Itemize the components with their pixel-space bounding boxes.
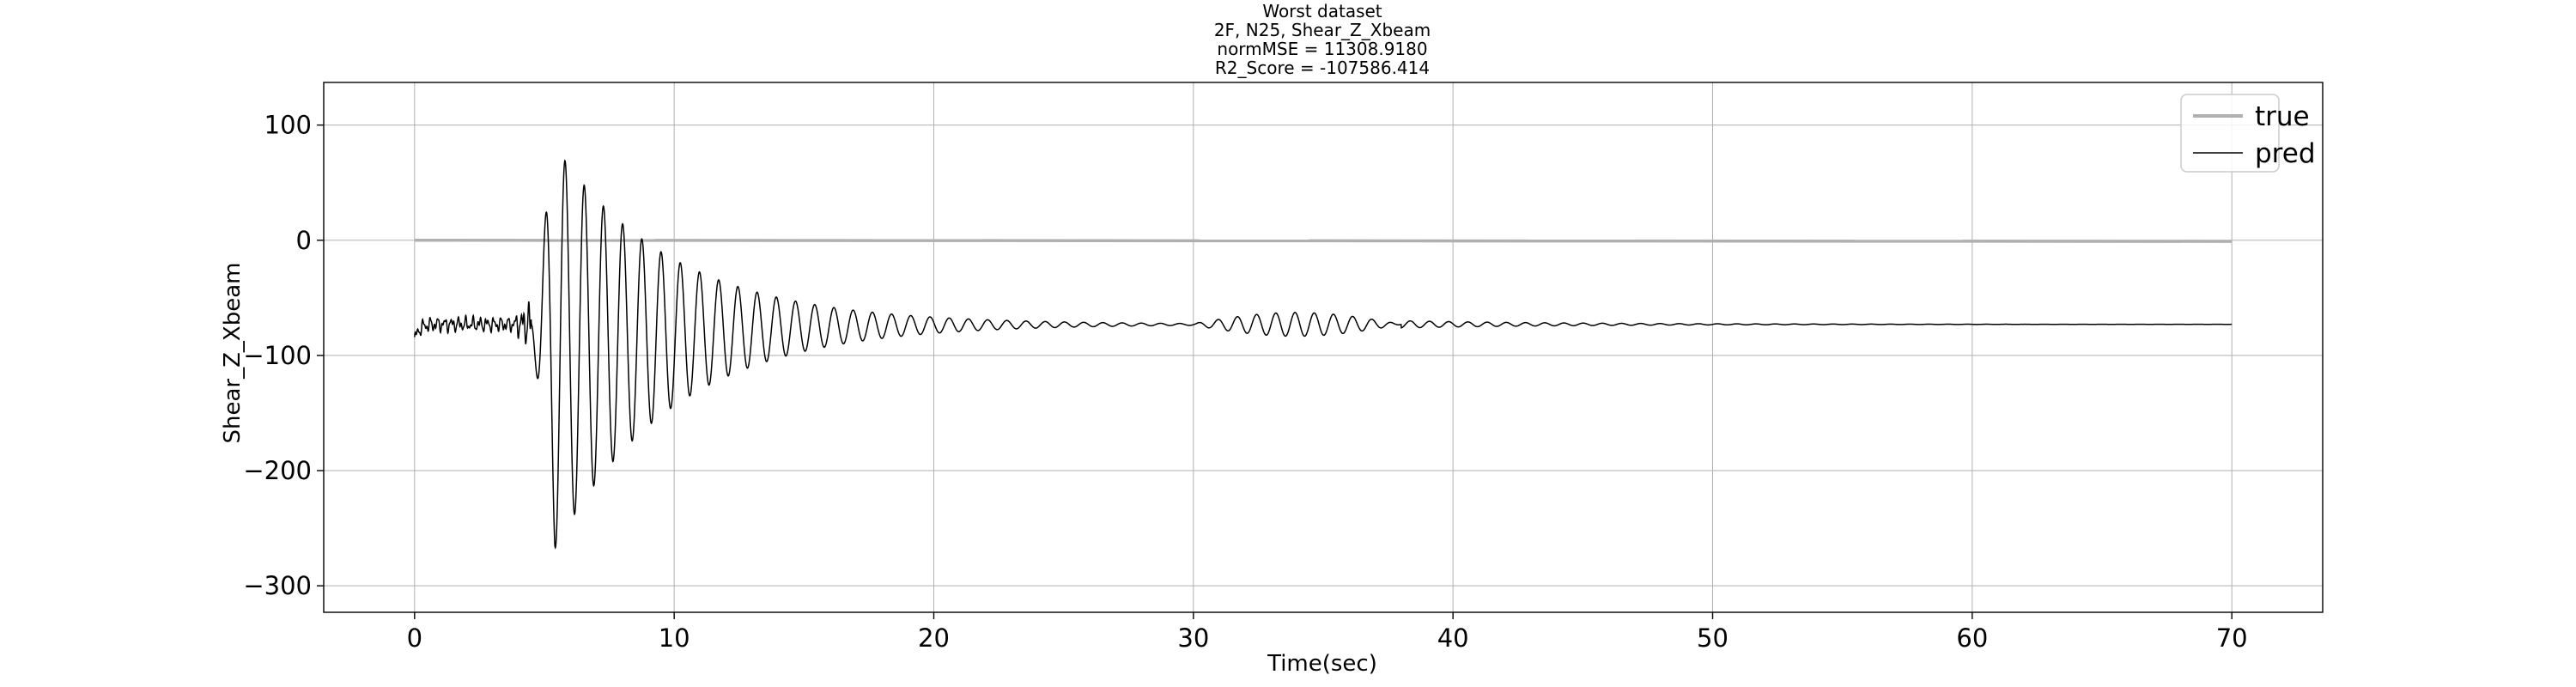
x-tick-label: 30 xyxy=(1177,623,1209,653)
y-tick-label: 0 xyxy=(296,226,312,255)
x-tick-label: 50 xyxy=(1697,623,1728,653)
x-tick-label: 10 xyxy=(659,623,690,653)
y-axis-ticks: 100 0 −100 −200 −300 xyxy=(243,111,324,600)
y-tick-label: −100 xyxy=(243,341,312,370)
x-axis-label: Time(sec) xyxy=(1267,651,1377,677)
title-line-1: Worst dataset xyxy=(1262,1,1382,21)
plot-frame xyxy=(323,82,2324,613)
title-line-3: normMSE = 11308.9180 xyxy=(1217,39,1427,59)
series-pred-line xyxy=(414,159,2233,550)
y-tick-label: −200 xyxy=(243,456,312,485)
legend-pred-label: pred xyxy=(2255,138,2316,169)
x-tick-label: 70 xyxy=(2216,623,2248,653)
chart-title: Worst dataset 2F, N25, Shear_Z_Xbeam nor… xyxy=(1214,1,1431,78)
legend-true-label: true xyxy=(2255,101,2310,132)
x-tick-label: 60 xyxy=(1956,623,1988,653)
y-axis-label: Shear_Z_Xbeam xyxy=(220,263,246,444)
x-tick-label: 20 xyxy=(918,623,950,653)
legend: true pred xyxy=(2180,94,2316,173)
y-tick-label: 100 xyxy=(264,111,312,140)
x-tick-label: 0 xyxy=(407,623,422,653)
x-tick-label: 40 xyxy=(1437,623,1469,653)
series-true-line xyxy=(414,239,2233,243)
series-true-path xyxy=(414,239,2233,243)
x-axis-ticks: 0 10 20 30 40 50 60 70 xyxy=(407,612,2248,653)
series-pred-path xyxy=(414,159,2233,550)
y-tick-label: −300 xyxy=(243,571,312,600)
title-line-2: 2F, N25, Shear_Z_Xbeam xyxy=(1214,20,1431,40)
title-line-4: R2_Score = -107586.414 xyxy=(1215,58,1430,78)
grid-lines xyxy=(324,82,2323,612)
